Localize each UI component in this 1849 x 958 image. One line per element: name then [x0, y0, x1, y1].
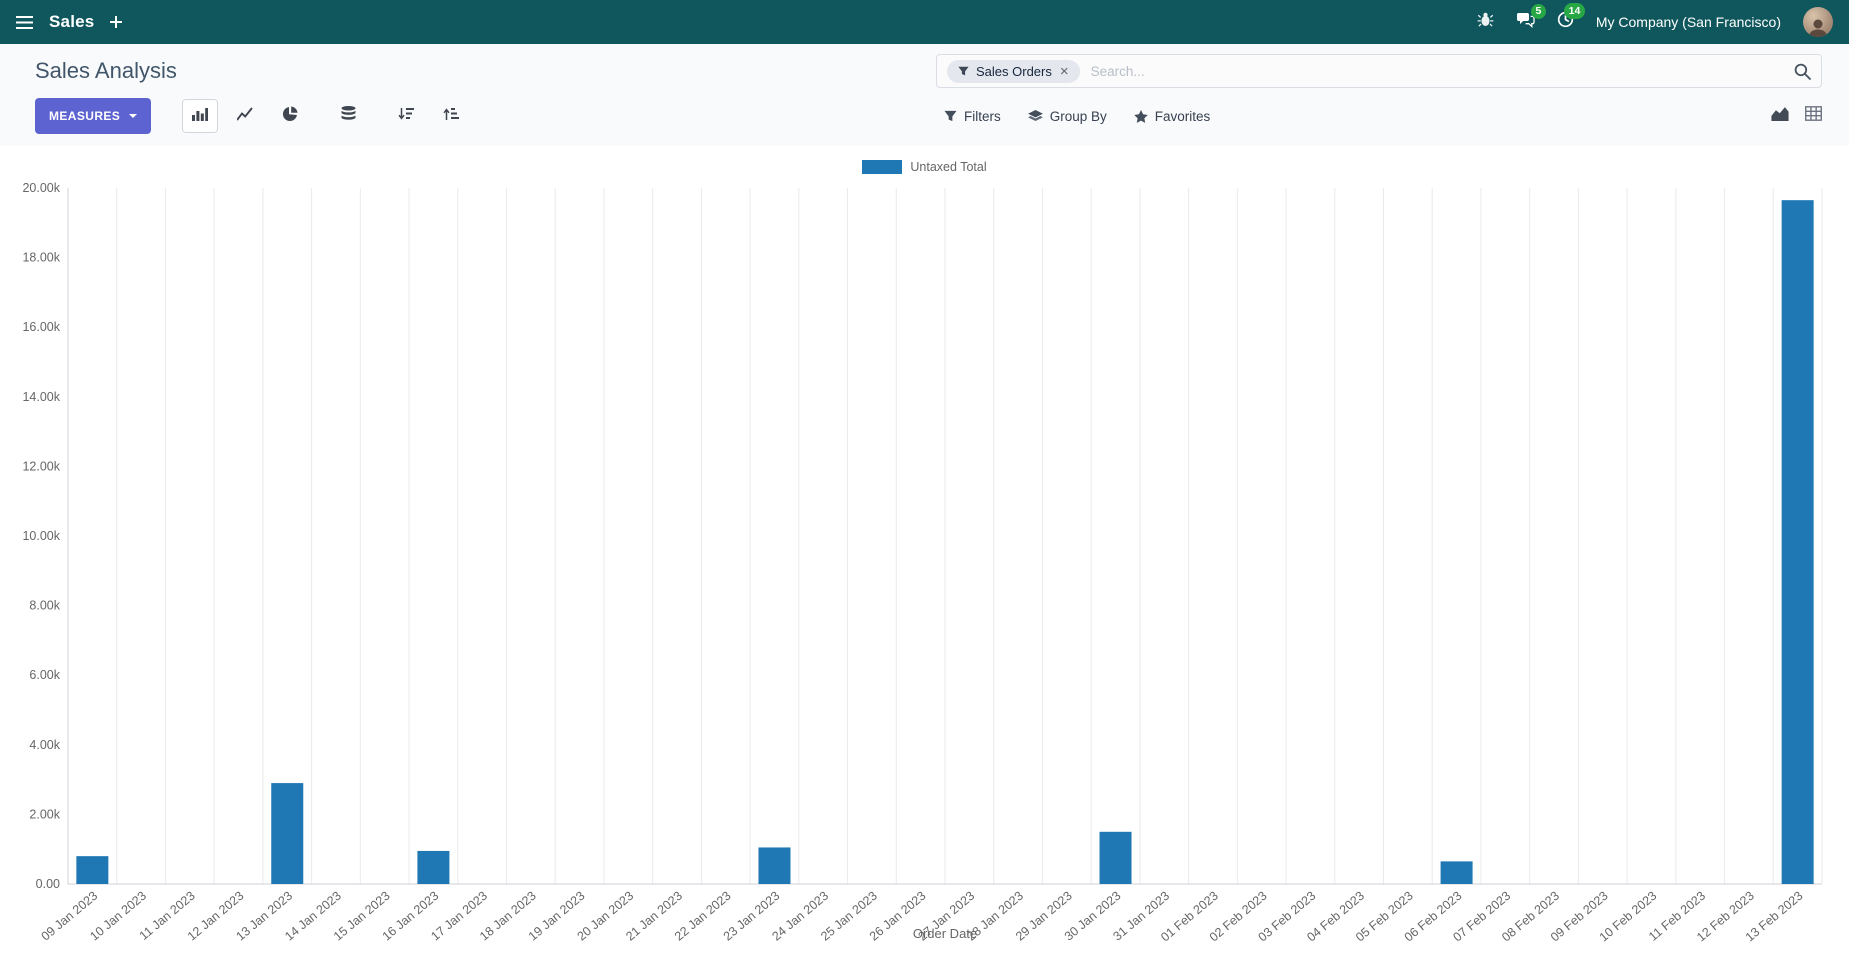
chart-type-line-button[interactable]	[227, 99, 263, 133]
filters-label: Filters	[964, 108, 1001, 124]
bar-16-Jan-2023[interactable]	[417, 850, 450, 884]
chart-type-pie-button[interactable]	[272, 99, 308, 133]
chart-type-bar-button[interactable]	[182, 99, 219, 133]
pivot-table-icon	[1805, 106, 1822, 126]
legend-label: Untaxed Total	[910, 160, 987, 174]
facet-remove-button[interactable]: ×	[1059, 62, 1069, 80]
control-panel: Sales Analysis Sales Orders × MEASURES	[0, 44, 1849, 146]
chart-area: Untaxed Total 0.00 2.00k 4.00k 6.00k 8.00k 10…	[0, 154, 1849, 952]
y-tick-label: 20.00k	[22, 181, 60, 195]
bar-06-Feb-2023[interactable]	[1440, 861, 1473, 884]
favorites-button[interactable]: Favorites	[1134, 108, 1211, 124]
y-tick-label: 2.00k	[29, 807, 60, 821]
sales-analysis-bar-chart: 0.00 2.00k 4.00k 6.00k 8.00k 10.00k 12.00k 14.0…	[22, 181, 1823, 944]
x-axis-title: Order Date	[913, 926, 977, 941]
sort-descending-button[interactable]	[388, 99, 424, 133]
stacked-icon	[341, 106, 356, 126]
search-options-toolbar: Filters Group By Favorites	[936, 98, 1822, 134]
pie-chart-icon	[282, 106, 298, 127]
bar-13-Jan-2023[interactable]	[271, 783, 304, 884]
filters-button[interactable]: Filters	[944, 109, 1001, 124]
graph-toolbar: MEASURES	[0, 98, 936, 134]
sort-descending-icon	[398, 107, 415, 126]
facet-filter-icon	[958, 66, 969, 77]
y-tick-label: 18.00k	[22, 251, 60, 265]
measures-button[interactable]: MEASURES	[35, 98, 152, 134]
group-by-label: Group By	[1049, 108, 1107, 124]
sort-ascending-icon	[443, 107, 460, 126]
y-tick-label: 14.00k	[22, 390, 60, 404]
bar-30-Jan-2023[interactable]	[1099, 831, 1132, 884]
bug-icon	[1477, 11, 1494, 33]
bar-23-Jan-2023[interactable]	[758, 847, 791, 884]
chart-legend: Untaxed Total	[0, 154, 1849, 180]
search-facet[interactable]: Sales Orders ×	[947, 59, 1080, 83]
plus-icon[interactable]	[110, 16, 123, 28]
messages-button[interactable]: 5	[1516, 3, 1546, 33]
y-tick-label: 0.00	[36, 877, 60, 891]
app-menu-sales[interactable]: Sales	[49, 12, 95, 31]
y-tick-label: 16.00k	[22, 320, 60, 334]
activities-badge: 14	[1564, 3, 1585, 19]
messages-badge: 5	[1530, 3, 1546, 19]
search-bar[interactable]: Sales Orders ×	[936, 54, 1822, 88]
sort-ascending-button[interactable]	[433, 99, 469, 133]
search-icon[interactable]	[1794, 63, 1811, 80]
star-icon	[1134, 109, 1148, 123]
y-tick-label: 8.00k	[29, 599, 60, 613]
bar-09-Jan-2023[interactable]	[76, 856, 109, 884]
bar-chart-icon	[192, 107, 209, 126]
y-tick-label: 4.00k	[29, 738, 60, 752]
bar-13-Feb-2023[interactable]	[1781, 200, 1814, 884]
page-title: Sales Analysis	[35, 58, 177, 83]
filter-funnel-icon	[944, 110, 957, 123]
avatar[interactable]	[1803, 7, 1833, 37]
search-input[interactable]	[1088, 62, 1785, 80]
facet-label: Sales Orders	[976, 63, 1052, 79]
top-navbar: Sales 5	[0, 0, 1849, 44]
y-tick-label: 12.00k	[22, 459, 60, 473]
y-tick-label: 6.00k	[29, 668, 60, 682]
graph-view-button[interactable]	[1771, 106, 1789, 126]
area-chart-icon	[1771, 106, 1789, 126]
debug-button[interactable]	[1477, 11, 1494, 33]
line-chart-icon	[236, 106, 253, 126]
chevron-down-icon	[129, 114, 138, 118]
activities-button[interactable]: 14	[1557, 3, 1585, 33]
pivot-view-button[interactable]	[1805, 106, 1822, 126]
group-by-button[interactable]: Group By	[1027, 108, 1107, 124]
y-tick-label: 10.00k	[22, 529, 60, 543]
favorites-label: Favorites	[1154, 108, 1211, 124]
layers-icon	[1027, 109, 1043, 123]
measures-label: MEASURES	[49, 109, 121, 123]
menu-toggle-icon[interactable]	[16, 15, 33, 29]
company-menu[interactable]: My Company (San Francisco)	[1595, 14, 1781, 30]
legend-swatch	[862, 160, 903, 174]
stacked-toggle-button[interactable]	[330, 99, 366, 133]
view-switcher	[1771, 106, 1822, 126]
